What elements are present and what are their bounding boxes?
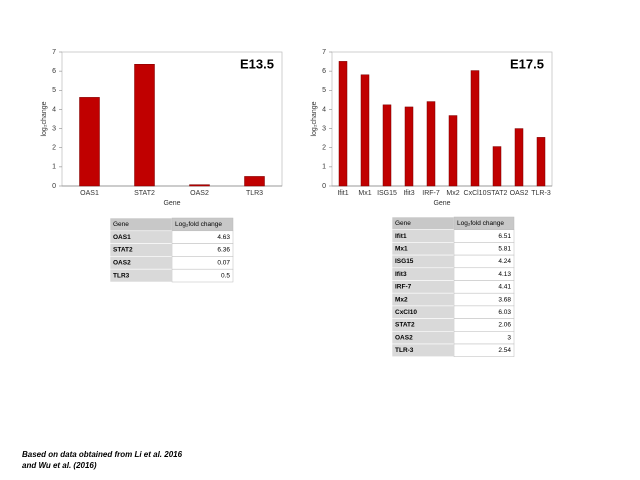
x-tick-label: OAS2 [510, 190, 529, 197]
bar [514, 128, 524, 187]
bar [134, 64, 155, 187]
table-text: Mx1 [395, 245, 408, 252]
table-text: 3.68 [498, 296, 511, 303]
x-tick-label: ISG15 [377, 190, 397, 197]
x-tick-label: Ifit1 [337, 190, 348, 197]
bar [426, 101, 436, 187]
y-tick-label: 4 [52, 106, 56, 113]
table-text: TLR-3 [395, 347, 414, 354]
y-tick-label: 7 [322, 49, 326, 56]
table-text: 3 [507, 334, 511, 341]
x-axis-label: Gene [433, 200, 450, 207]
table-cell [453, 343, 515, 357]
table-text: 0.07 [217, 260, 230, 267]
y-axis-label: log₂change [41, 101, 48, 136]
x-tick-label: Mx1 [358, 190, 371, 197]
bar [189, 184, 210, 187]
bar [404, 106, 414, 187]
table-cell [453, 331, 515, 345]
x-tick-label: STAT2 [134, 190, 155, 197]
x-axis-label: Gene [163, 200, 180, 207]
table-cell [171, 268, 234, 283]
table-text: 0.5 [221, 272, 230, 279]
chart-title: E17.5 [510, 56, 544, 71]
table-text: Gene [113, 221, 129, 228]
table-text: CxCl10 [395, 309, 417, 316]
table-text: 4.41 [498, 284, 511, 291]
table-text: Log₂fold change [175, 221, 222, 228]
y-tick-label: 3 [52, 125, 56, 132]
table-text: 6.36 [217, 247, 230, 254]
x-tick-label: Ifit3 [403, 190, 414, 197]
y-tick-label: 1 [52, 164, 56, 171]
footnote: and Wu et al. (2016) [22, 461, 97, 470]
x-tick-label: STAT2 [487, 190, 508, 197]
bar [382, 104, 392, 187]
chart-title: E13.5 [240, 56, 274, 71]
bar [338, 61, 348, 187]
table-text: ISG15 [395, 258, 414, 265]
table-text: Gene [395, 220, 411, 227]
table-text: IRF-7 [395, 284, 412, 291]
y-tick-label: 3 [322, 125, 326, 132]
table-text: 4.63 [217, 234, 230, 241]
y-tick-label: 6 [322, 68, 326, 75]
x-tick-label: CxCl10 [464, 190, 487, 197]
table-text: STAT2 [395, 322, 415, 329]
x-tick-label: TLR-3 [531, 190, 551, 197]
table-text: Ifit1 [395, 233, 407, 240]
table-text: Mx2 [395, 296, 408, 303]
x-tick-label: OAS1 [80, 190, 99, 197]
table-text: 5.81 [498, 245, 511, 252]
bar [536, 137, 546, 187]
x-tick-label: TLR3 [246, 190, 263, 197]
table-text: 4.13 [498, 271, 511, 278]
table-text: 2.06 [498, 322, 511, 329]
y-tick-label: 7 [52, 49, 56, 56]
x-tick-label: Mx2 [446, 190, 459, 197]
table-text: OAS2 [395, 334, 413, 341]
table-text: 2.54 [498, 347, 511, 354]
footnote: Based on data obtained from Li et al. 20… [22, 450, 183, 459]
table-text: Ifit3 [395, 271, 407, 278]
table-text: TLR3 [113, 272, 130, 279]
y-tick-label: 1 [322, 164, 326, 171]
bar [79, 97, 100, 187]
table-text: Log₂fold change [457, 220, 504, 227]
table-text: OAS1 [113, 234, 131, 241]
table-text: 4.24 [498, 258, 511, 265]
y-tick-label: 6 [52, 68, 56, 75]
table-text: OAS2 [113, 260, 131, 267]
y-tick-label: 5 [322, 87, 326, 94]
bar [360, 74, 370, 187]
table-text: STAT2 [113, 247, 133, 254]
bar [492, 146, 502, 187]
y-tick-label: 0 [52, 183, 56, 190]
bar [448, 115, 458, 187]
table-text: 6.51 [498, 233, 511, 240]
x-tick-label: OAS2 [190, 190, 209, 197]
y-tick-label: 0 [322, 183, 326, 190]
y-tick-label: 2 [52, 145, 56, 152]
x-tick-label: IRF-7 [422, 190, 440, 197]
y-axis-label: log₂change [311, 101, 318, 136]
y-tick-label: 2 [322, 145, 326, 152]
bar [470, 70, 480, 187]
table-text: 6.03 [498, 309, 511, 316]
y-tick-label: 4 [322, 106, 326, 113]
y-tick-label: 5 [52, 87, 56, 94]
bar [244, 176, 265, 187]
